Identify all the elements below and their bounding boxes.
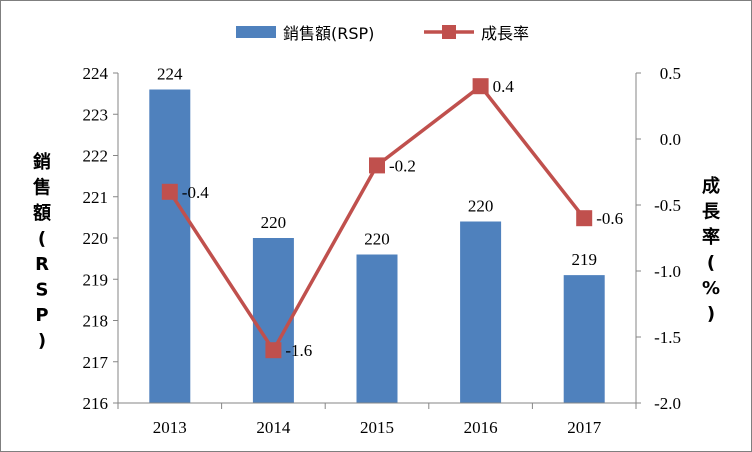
x-tick-label: 2013	[153, 418, 187, 437]
left-tick-label: 216	[83, 394, 109, 413]
x-tick-label: 2015	[360, 418, 394, 437]
left-tick-label: 222	[83, 147, 109, 166]
bar-2014	[253, 238, 294, 403]
left-tick-label: 224	[83, 64, 109, 83]
growth-marker-2015	[369, 157, 385, 173]
left-tick-label: 218	[83, 312, 109, 331]
x-axis: 2013 2014 2015 2016 2017	[118, 403, 636, 437]
right-tick-label: -1.5	[654, 328, 681, 347]
bar-label-2017: 219	[571, 250, 597, 269]
x-tick-label: 2017	[567, 418, 602, 437]
right-axis: 0.5 0.0 -0.5 -1.0 -1.5 -2.0	[636, 64, 681, 413]
bar-2015	[357, 255, 398, 404]
bar-label-2015: 220	[364, 230, 390, 249]
left-tick-label: 221	[83, 188, 109, 207]
growth-label-2014: -1.6	[285, 341, 312, 360]
bar-label-2013: 224	[157, 65, 183, 84]
right-axis-title-char: 率	[702, 226, 720, 248]
plot-area: 224 220 220 220 219 -0.4 -1.6 -0.2 0.4 -0.6	[149, 65, 623, 404]
growth-marker-2013	[162, 184, 178, 200]
legend-marker-growth	[442, 25, 456, 39]
x-tick-label: 2014	[256, 418, 291, 437]
growth-marker-2014	[265, 342, 281, 358]
legend-label-growth: 成長率	[481, 24, 529, 43]
bar-label-2014: 220	[261, 213, 287, 232]
growth-label-2015: -0.2	[389, 156, 416, 175]
x-tick-label: 2016	[464, 418, 498, 437]
right-axis-title-char: 成	[702, 175, 720, 197]
bar-2013	[149, 90, 190, 404]
right-tick-label: -2.0	[654, 394, 681, 413]
right-tick-label: 0.0	[660, 130, 681, 149]
right-axis-title: 成長率 (%)	[702, 175, 721, 325]
left-tick-label: 223	[83, 105, 109, 124]
growth-label-2017: -0.6	[596, 209, 623, 228]
growth-marker-2016	[473, 78, 489, 94]
left-axis-title-char: P	[35, 305, 48, 326]
left-axis-title-char: S	[36, 280, 49, 301]
growth-label-2016: 0.4	[493, 77, 515, 96]
left-axis-title: 銷售額 ( RSP)	[32, 151, 51, 352]
legend: 銷售額(RSP) 成長率	[236, 24, 529, 43]
bar-label-2016: 220	[468, 197, 494, 216]
legend-label-sales: 銷售額(RSP)	[283, 24, 374, 43]
left-tick-label: 219	[83, 270, 109, 289]
right-axis-title-char: 長	[702, 202, 721, 223]
left-axis-title-char: )	[38, 331, 46, 352]
right-axis-title-char: %	[702, 278, 720, 299]
right-axis-title-char: )	[707, 304, 715, 325]
growth-label-2013: -0.4	[182, 183, 209, 202]
bar-2016	[460, 222, 501, 404]
left-axis-title-char: R	[35, 254, 49, 275]
growth-marker-2017	[576, 210, 592, 226]
left-axis-title-char: 售	[33, 177, 51, 199]
right-tick-label: 0.5	[660, 64, 681, 83]
left-axis: 216 217 218 219 220 221 222 223 224	[83, 64, 119, 413]
left-axis-title-char: (	[38, 229, 46, 250]
left-tick-label: 217	[83, 353, 109, 372]
right-tick-label: -0.5	[654, 196, 681, 215]
left-axis-title-char: 銷	[33, 151, 51, 173]
right-tick-label: -1.0	[654, 262, 681, 281]
left-axis-title-char: 額	[32, 202, 51, 224]
bar-2017	[564, 275, 605, 403]
left-tick-label: 220	[83, 229, 109, 248]
legend-swatch-sales	[236, 26, 276, 38]
right-axis-title-char: (	[707, 253, 715, 274]
